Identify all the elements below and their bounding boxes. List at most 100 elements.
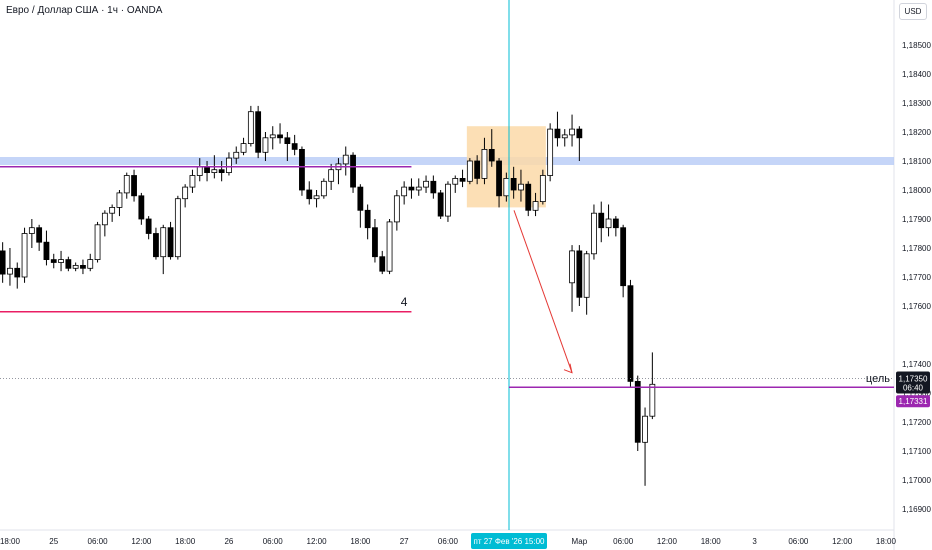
candle	[109, 206, 116, 214]
candle	[204, 166, 210, 174]
price-tick-label: 1,17200	[902, 418, 931, 427]
price-tick-label: 1,18100	[902, 157, 931, 166]
candle	[58, 259, 64, 263]
candle	[510, 177, 517, 191]
candle	[598, 212, 605, 229]
candle	[496, 160, 502, 197]
candle	[255, 111, 262, 153]
candle	[94, 224, 101, 261]
candle	[211, 169, 218, 173]
price-axis[interactable]: 1,18500 1,18400 1,18300 1,18200 1,18100 1,180…	[896, 41, 931, 514]
candle	[649, 383, 656, 417]
candle	[576, 128, 583, 139]
time-tick-label: 3	[752, 537, 757, 546]
projection-arrow[interactable]	[513, 210, 573, 373]
candle	[576, 250, 583, 298]
candle	[328, 169, 335, 182]
candle	[36, 227, 43, 243]
candle	[138, 195, 145, 220]
candle	[474, 160, 481, 179]
price-tick-label: 1,18400	[902, 70, 931, 79]
time-tick-label: 06:00	[88, 537, 109, 546]
candle	[233, 151, 240, 159]
candle	[430, 180, 437, 194]
candle	[306, 189, 313, 200]
candle	[226, 157, 232, 174]
last-price-badge	[896, 371, 930, 394]
time-tick-label: 18:00	[350, 537, 371, 546]
candle	[401, 186, 408, 197]
candle	[28, 227, 35, 234]
time-tick-label: 06:00	[263, 537, 284, 546]
candle	[291, 143, 298, 150]
price-tick-label: 1,17600	[902, 302, 931, 311]
time-tick-label: 06:00	[438, 537, 459, 546]
candle	[532, 201, 539, 211]
candle	[379, 256, 386, 272]
candle	[415, 186, 422, 191]
candle	[145, 218, 152, 234]
candle	[284, 137, 291, 145]
candle	[167, 227, 174, 258]
candle	[0, 250, 6, 275]
candle	[642, 415, 648, 443]
candle	[72, 264, 79, 269]
candle	[437, 192, 444, 217]
candle	[605, 218, 612, 229]
candle	[342, 154, 349, 165]
candle	[612, 218, 619, 229]
candle	[620, 227, 627, 287]
price-tick-label: 1,17100	[902, 447, 931, 456]
candle	[7, 267, 13, 275]
candle	[627, 285, 634, 382]
candle	[488, 148, 495, 162]
candle	[182, 186, 189, 200]
candle	[116, 192, 123, 208]
candle	[101, 212, 108, 226]
candle	[503, 177, 510, 197]
candle	[423, 180, 429, 188]
candles-layer	[0, 105, 656, 486]
candle	[196, 166, 203, 176]
price-tick-label: 1,18000	[902, 186, 931, 195]
time-tick-label: 12:00	[131, 537, 152, 546]
last-price-value: 1,17350	[899, 375, 928, 384]
time-tick-label: 27	[400, 537, 409, 546]
currency-badge[interactable]: USD	[899, 3, 927, 20]
time-tick-label: 18:00	[0, 537, 21, 546]
price-tick-label: 1,17700	[902, 273, 931, 282]
candle	[299, 148, 305, 191]
candle	[364, 209, 371, 229]
candle	[247, 111, 254, 144]
candle	[174, 198, 181, 258]
price-tick-label: 1,18300	[902, 99, 931, 108]
candle	[539, 175, 546, 203]
candle	[357, 186, 364, 211]
candle	[240, 143, 247, 153]
candle-countdown: 06:40	[903, 384, 924, 393]
candle	[408, 186, 415, 191]
candle	[583, 253, 590, 298]
price-tick-label: 1,17800	[902, 244, 931, 253]
time-axis[interactable]: 18:00 25 06:00 12:00 18:00 26 06:00 12:00 18:00 2…	[0, 533, 897, 549]
candle	[386, 221, 393, 272]
price-tick-label: 1,17000	[902, 476, 931, 485]
candle	[481, 148, 488, 179]
time-tick-label: 18:00	[876, 537, 897, 546]
candle	[80, 264, 86, 269]
time-tick-label: 26	[224, 537, 233, 546]
candle	[218, 169, 225, 173]
crosshair-time-label: пт 27 Фев '26 15:00	[473, 537, 545, 546]
price-tick-label: 1,16900	[902, 505, 931, 514]
candle	[14, 267, 21, 278]
target-line-label: цель	[866, 373, 890, 385]
candle	[65, 259, 72, 269]
candle	[393, 195, 400, 223]
price-tick-label: 1,17400	[902, 360, 931, 369]
candle	[452, 177, 459, 185]
symbol-title[interactable]: Евро / Доллар США · 1ч · OANDA	[6, 5, 163, 16]
candle	[262, 137, 269, 153]
candle	[525, 183, 532, 211]
